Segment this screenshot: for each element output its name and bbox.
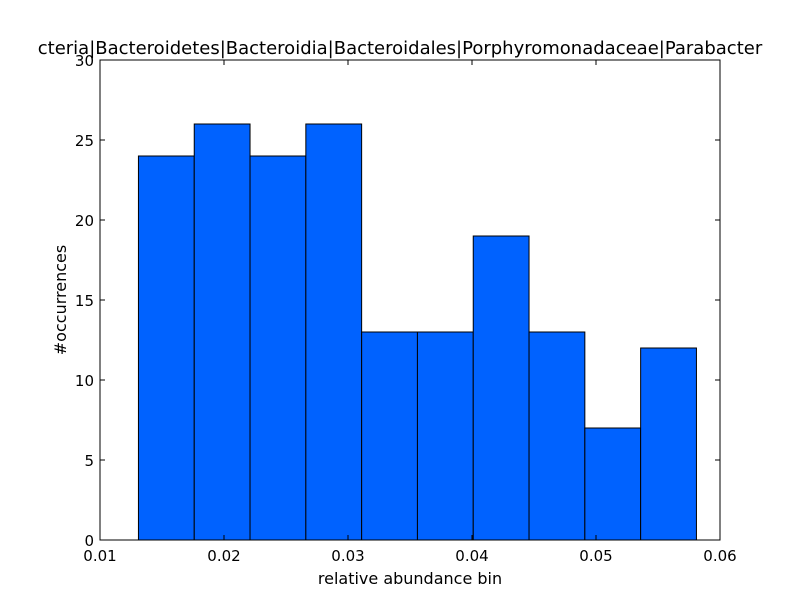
plot-frame [99, 59, 721, 541]
histogram-bar [416, 331, 474, 541]
x-tick-label: 0.05 [579, 547, 612, 565]
y-tick-label: 5 [84, 452, 94, 470]
x-tick-label: 0.04 [455, 547, 488, 565]
histogram-bar [472, 235, 530, 541]
x-tick-label: 0.02 [207, 547, 240, 565]
y-tick-label: 0 [84, 532, 94, 550]
y-tick-label: 25 [75, 132, 94, 150]
y-tick-label: 20 [75, 212, 94, 230]
histogram-bar [361, 331, 418, 541]
y-tick-label: 30 [75, 52, 94, 70]
y-tick-label: 10 [75, 372, 94, 390]
y-tick-label: 15 [75, 292, 94, 310]
y-axis-label: #occurrences [51, 245, 70, 355]
histogram-bar [137, 155, 195, 541]
x-tick-label: 0.03 [331, 547, 364, 565]
chart-title: cteria|Bacteroidetes|Bacteroidia|Bactero… [38, 38, 763, 59]
histogram-bar [249, 155, 307, 541]
bars-layer [137, 123, 697, 541]
histogram-bar [193, 123, 251, 541]
x-tick-label: 0.01 [83, 547, 116, 565]
histogram-bar [640, 347, 697, 541]
histogram-bar [305, 123, 363, 541]
x-tick-label: 0.06 [703, 547, 736, 565]
histogram-bar [528, 331, 586, 541]
histogram-bar [584, 427, 642, 541]
x-axis-label: relative abundance bin [318, 569, 502, 588]
